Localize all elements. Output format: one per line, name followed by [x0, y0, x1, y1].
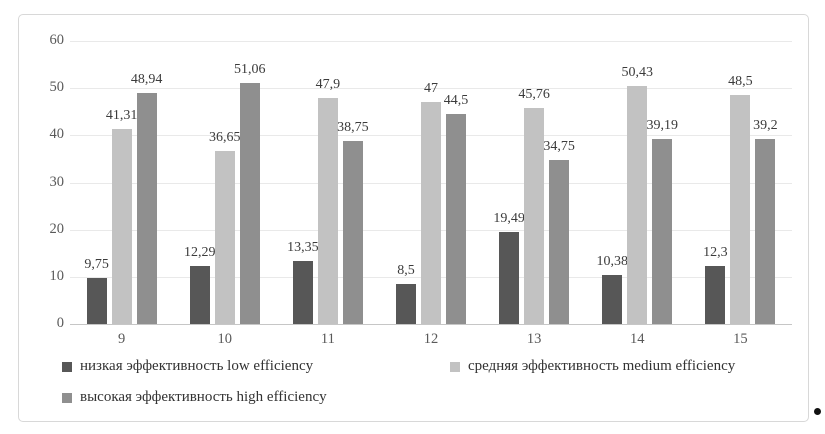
legend-label-medium: средняя эффективность medium efficiency — [468, 358, 736, 374]
y-tick-label: 30 — [49, 173, 65, 190]
bar-value-label: 19,49 — [493, 211, 525, 227]
bar — [396, 283, 416, 324]
bar-value-label: 51,06 — [233, 62, 266, 78]
bar — [524, 108, 545, 324]
x-category-label: 10 — [217, 331, 232, 347]
x-category-label: 13 — [526, 331, 542, 347]
legend-swatch-medium — [450, 361, 460, 372]
bar-value-label: 41,31 — [105, 108, 138, 124]
bar — [189, 266, 210, 324]
bar — [549, 160, 570, 324]
x-category-label: 15 — [733, 331, 748, 347]
bar — [499, 232, 520, 324]
bar — [730, 95, 751, 324]
y-tick-label: 20 — [49, 220, 65, 237]
bar — [111, 129, 132, 324]
bar — [446, 114, 466, 324]
bar-value-label: 48,94 — [130, 72, 163, 88]
bar — [292, 261, 313, 324]
x-category-label: 11 — [320, 331, 335, 347]
bar-value-label: 9,75 — [84, 257, 109, 272]
y-tick-label: 50 — [49, 79, 65, 96]
bar — [317, 98, 338, 324]
bar-value-label: 39,2 — [753, 118, 778, 134]
bar-value-label: 12,3 — [703, 244, 728, 260]
legend-item-low-efficiency: низкая эффективность low efficiency — [62, 358, 313, 375]
bar — [86, 278, 107, 324]
y-tick-label: 40 — [49, 126, 65, 143]
bar-value-label: 13,35 — [287, 240, 319, 256]
bar-value-label: 39,19 — [646, 118, 679, 134]
bar-value-label: 48,5 — [728, 74, 753, 90]
bar — [421, 102, 441, 324]
bar — [627, 86, 648, 324]
bar-value-label: 10,38 — [596, 254, 629, 270]
y-tick-label: 10 — [49, 267, 65, 284]
legend-swatch-high — [62, 392, 72, 403]
bar — [705, 265, 726, 324]
bar — [239, 83, 260, 324]
bar — [342, 141, 363, 324]
bar-value-label: 8,5 — [397, 262, 415, 278]
bar — [652, 139, 673, 324]
bar-value-label: 38,75 — [337, 120, 369, 136]
y-tick-label: 60 — [49, 32, 65, 49]
x-category-label: 12 — [423, 331, 439, 347]
bar — [755, 139, 776, 324]
bar — [602, 275, 623, 324]
gridline — [70, 88, 792, 90]
bar-value-label: 34,75 — [543, 139, 575, 155]
bar — [136, 93, 157, 324]
legend-label-high: высокая эффективность high efficiency — [80, 389, 327, 405]
legend-item-high-efficiency: высокая эффективность high efficiency — [62, 389, 327, 406]
gridline — [70, 41, 792, 42]
x-category-label: 14 — [630, 331, 645, 347]
legend-item-medium-efficiency: средняя эффективность medium efficiency — [450, 358, 735, 375]
bar-value-label: 47 — [424, 81, 438, 97]
bar-value-label: 50,43 — [621, 65, 654, 81]
y-tick-label: 0 — [56, 315, 64, 332]
legend-label-low: низкая эффективность low efficiency — [80, 358, 314, 374]
bar-value-label: 45,76 — [518, 87, 550, 103]
bar-value-label: 47,9 — [315, 77, 341, 93]
legend-swatch-low — [62, 361, 72, 372]
bar-value-label: 36,65 — [208, 130, 241, 146]
bar-value-label: 44,5 — [443, 93, 469, 109]
bar — [214, 151, 235, 324]
x-axis-line — [70, 324, 792, 325]
bar-value-label: 12,29 — [183, 245, 216, 261]
x-category-label: 9 — [117, 331, 126, 347]
document-bullet-dot — [814, 408, 821, 415]
